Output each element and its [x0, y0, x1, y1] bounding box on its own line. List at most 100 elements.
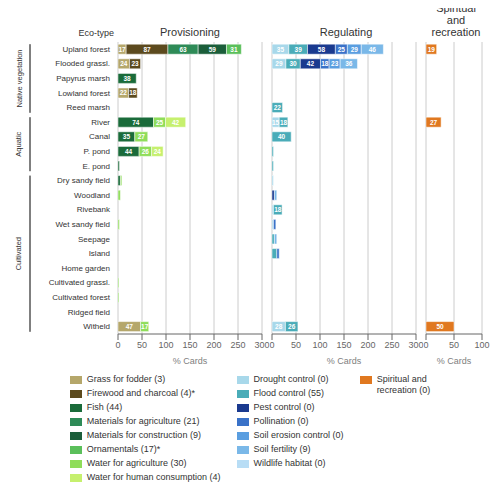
svg-text:Upland forest: Upland forest — [62, 45, 110, 54]
svg-text:18: 18 — [129, 89, 137, 96]
svg-text:Dry sandy field: Dry sandy field — [57, 176, 110, 185]
svg-text:300: 300 — [408, 340, 423, 350]
html-text:Flood control (55): Flood control (55) — [253, 388, 325, 398]
svg-text:27: 27 — [430, 119, 438, 126]
svg-text:150: 150 — [336, 340, 351, 350]
svg-text:0: 0 — [270, 340, 275, 350]
svg-text:17: 17 — [118, 46, 126, 53]
svg-text:200: 200 — [206, 340, 221, 350]
svg-text:18: 18 — [280, 119, 288, 126]
svg-text:Seepage: Seepage — [78, 235, 111, 244]
svg-text:17: 17 — [141, 323, 149, 330]
svg-text:E. pond: E. pond — [82, 162, 110, 171]
html-text:Fish (44): Fish (44) — [86, 402, 123, 412]
svg-text:29: 29 — [351, 46, 359, 53]
svg-text:Home garden: Home garden — [62, 264, 110, 273]
svg-text:30: 30 — [290, 60, 298, 67]
svg-text:Island: Island — [89, 249, 110, 258]
svg-text:23: 23 — [331, 60, 339, 67]
svg-text:Woodland: Woodland — [74, 191, 110, 200]
svg-text:% Cards: % Cards — [437, 356, 472, 366]
svg-text:35: 35 — [277, 46, 285, 53]
svg-text:200: 200 — [360, 340, 375, 350]
svg-text:Rivebank: Rivebank — [77, 205, 111, 214]
svg-text:59: 59 — [209, 46, 217, 53]
svg-text:22: 22 — [274, 104, 282, 111]
svg-text:58: 58 — [318, 46, 326, 53]
svg-text:River: River — [91, 118, 110, 127]
svg-text:100: 100 — [474, 340, 489, 350]
svg-text:24: 24 — [120, 60, 128, 67]
html-text:Grass for fodder (3): Grass for fodder (3) — [86, 374, 166, 384]
svg-text:% Cards: % Cards — [327, 356, 362, 366]
svg-text:Native vegetation: Native vegetation — [15, 50, 24, 108]
svg-text:250: 250 — [230, 340, 245, 350]
svg-text:87: 87 — [143, 46, 151, 53]
html-text:Firewood and charcoal (4)*: Firewood and charcoal (4)* — [86, 388, 195, 398]
svg-text:50: 50 — [449, 340, 459, 350]
svg-text:44: 44 — [125, 148, 133, 155]
svg-text:50: 50 — [137, 340, 147, 350]
html-text:Materials for construction (9): Materials for construction (9) — [86, 430, 201, 440]
svg-text:50: 50 — [291, 340, 301, 350]
svg-text:Witheld: Witheld — [83, 322, 110, 331]
svg-text:42: 42 — [307, 60, 315, 67]
svg-text:Cultivated forest: Cultivated forest — [52, 293, 111, 302]
svg-text:0: 0 — [115, 340, 120, 350]
svg-text:26: 26 — [142, 148, 150, 155]
svg-text:100: 100 — [312, 340, 327, 350]
svg-text:22: 22 — [120, 89, 128, 96]
html-text:Drought control (0): Drought control (0) — [253, 374, 329, 384]
svg-text:31: 31 — [230, 46, 238, 53]
html-text:Water for agriculture (30): Water for agriculture (30) — [86, 458, 187, 468]
svg-text:25: 25 — [156, 119, 164, 126]
svg-text:% Cards: % Cards — [173, 356, 208, 366]
html-text:Water for human consumption (4: Water for human consumption (4) — [86, 472, 221, 482]
svg-text:63: 63 — [179, 46, 187, 53]
svg-text:150: 150 — [182, 340, 197, 350]
svg-text:25: 25 — [338, 46, 346, 53]
svg-text:Wet sandy field: Wet sandy field — [55, 220, 110, 229]
svg-text:Cultivated: Cultivated — [15, 237, 24, 270]
svg-text:24: 24 — [154, 148, 162, 155]
svg-text:40: 40 — [278, 133, 286, 140]
svg-text:36: 36 — [345, 60, 353, 67]
svg-text:47: 47 — [126, 323, 134, 330]
html-text:Provisioning: Provisioning — [160, 26, 220, 38]
svg-text:Reed marsh: Reed marsh — [66, 103, 110, 112]
svg-text:74: 74 — [132, 119, 140, 126]
svg-text:23: 23 — [131, 60, 139, 67]
html-text:Eco-type: Eco-type — [78, 28, 114, 38]
svg-text:100: 100 — [158, 340, 173, 350]
svg-text:26: 26 — [288, 323, 296, 330]
svg-text:27: 27 — [138, 133, 146, 140]
svg-text:Lowland forest: Lowland forest — [58, 89, 111, 98]
svg-text:Papyrus marsh: Papyrus marsh — [56, 74, 110, 83]
svg-text:250: 250 — [384, 340, 399, 350]
svg-text:35: 35 — [123, 133, 131, 140]
svg-text:300: 300 — [254, 340, 269, 350]
svg-text:18: 18 — [321, 60, 329, 67]
svg-text:28: 28 — [275, 323, 283, 330]
svg-text:38: 38 — [124, 75, 132, 82]
svg-text:Ridged field: Ridged field — [68, 308, 110, 317]
svg-text:Flooded grassl.: Flooded grassl. — [55, 59, 110, 68]
svg-text:0: 0 — [424, 340, 429, 350]
svg-text:29: 29 — [275, 60, 283, 67]
svg-text:Aquatic: Aquatic — [15, 131, 24, 156]
html-text:Regulating: Regulating — [319, 26, 373, 38]
svg-text:50: 50 — [436, 323, 444, 330]
svg-text:39: 39 — [295, 46, 303, 53]
svg-text:18: 18 — [274, 206, 282, 213]
svg-text:Cultivated grassl.: Cultivated grassl. — [49, 278, 110, 287]
svg-text:Canal: Canal — [89, 132, 110, 141]
svg-text:15: 15 — [272, 119, 280, 126]
html-text:Spiritual and recreation: Spiritual and recreation — [431, 2, 481, 38]
svg-text:P. pond: P. pond — [83, 147, 110, 156]
html-text:Ornamentals (17)*: Ornamentals (17)* — [86, 444, 161, 454]
svg-text:42: 42 — [172, 119, 180, 126]
html-text:Materials for agriculture (21): Materials for agriculture (21) — [86, 416, 200, 426]
html-text:Spiritual and recreation (0): Spiritual and recreation (0) — [376, 374, 431, 395]
svg-text:19: 19 — [428, 46, 436, 53]
svg-text:46: 46 — [369, 46, 377, 53]
